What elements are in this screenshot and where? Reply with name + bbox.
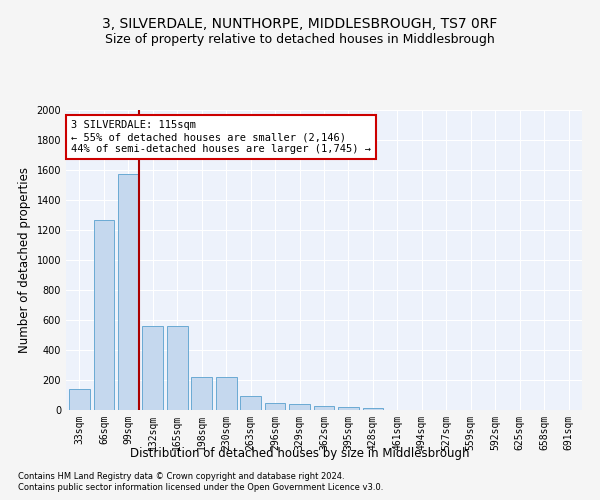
Bar — [265, 402, 286, 410]
Text: Size of property relative to detached houses in Middlesbrough: Size of property relative to detached ho… — [105, 32, 495, 46]
Bar — [167, 326, 188, 410]
Text: Distribution of detached houses by size in Middlesbrough: Distribution of detached houses by size … — [130, 448, 470, 460]
Bar — [142, 326, 163, 410]
Bar — [94, 220, 114, 410]
Bar — [362, 408, 383, 410]
Bar — [69, 389, 90, 410]
Bar — [289, 404, 310, 410]
Text: 3, SILVERDALE, NUNTHORPE, MIDDLESBROUGH, TS7 0RF: 3, SILVERDALE, NUNTHORPE, MIDDLESBROUGH,… — [103, 18, 497, 32]
Bar — [216, 377, 236, 410]
Bar — [118, 174, 139, 410]
Bar — [240, 396, 261, 410]
Bar — [191, 377, 212, 410]
Text: 3 SILVERDALE: 115sqm
← 55% of detached houses are smaller (2,146)
44% of semi-de: 3 SILVERDALE: 115sqm ← 55% of detached h… — [71, 120, 371, 154]
Y-axis label: Number of detached properties: Number of detached properties — [18, 167, 31, 353]
Bar — [338, 407, 359, 410]
Bar — [314, 406, 334, 410]
Text: Contains HM Land Registry data © Crown copyright and database right 2024.: Contains HM Land Registry data © Crown c… — [18, 472, 344, 481]
Text: Contains public sector information licensed under the Open Government Licence v3: Contains public sector information licen… — [18, 484, 383, 492]
